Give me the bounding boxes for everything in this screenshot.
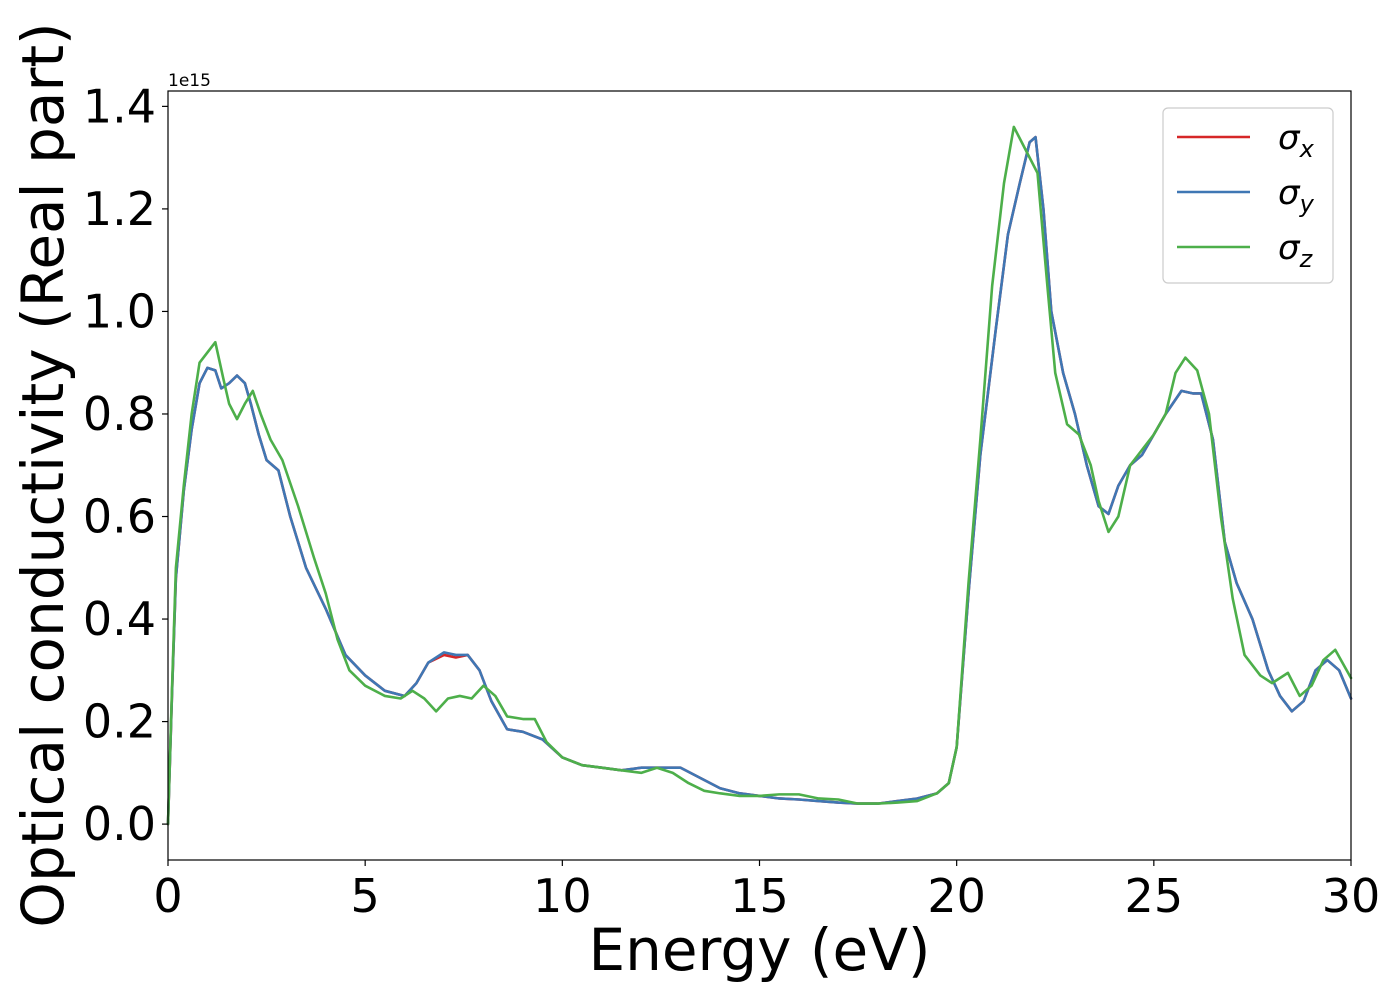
x-axis: 0 5 10 15 20 25 30 bbox=[153, 860, 1380, 923]
y-tick-label: 0.8 bbox=[83, 387, 156, 441]
y-tick-label: 1.0 bbox=[83, 284, 156, 338]
series-layer bbox=[166, 125, 1353, 826]
y-tick-label: 0.6 bbox=[83, 490, 156, 544]
x-axis-title: Energy (eV) bbox=[588, 916, 930, 984]
y-axis-title: Optical conductivity (Real part) bbox=[9, 22, 77, 927]
y-axis: 0.0 0.2 0.4 0.6 0.8 1.0 1.2 1.4 bbox=[83, 79, 168, 851]
y-offset-label: 1e15 bbox=[168, 71, 211, 91]
x-tick-label: 10 bbox=[533, 869, 592, 923]
legend-box bbox=[1162, 107, 1334, 284]
series-line-y bbox=[166, 135, 1353, 826]
y-tick-label: 1.2 bbox=[83, 182, 156, 236]
y-tick-label: 0.2 bbox=[83, 695, 156, 749]
x-tick-label: 5 bbox=[351, 869, 380, 923]
y-tick-label: 0.4 bbox=[83, 592, 156, 646]
y-tick-label: 1.4 bbox=[83, 79, 156, 133]
x-tick-label: 15 bbox=[730, 869, 789, 923]
x-tick-label: 0 bbox=[153, 869, 182, 923]
y-tick-label: 0.0 bbox=[83, 797, 156, 851]
series-line-z bbox=[166, 125, 1353, 826]
x-tick-label: 25 bbox=[1125, 869, 1184, 923]
x-tick-label: 30 bbox=[1322, 869, 1381, 923]
x-tick-label: 20 bbox=[927, 869, 986, 923]
